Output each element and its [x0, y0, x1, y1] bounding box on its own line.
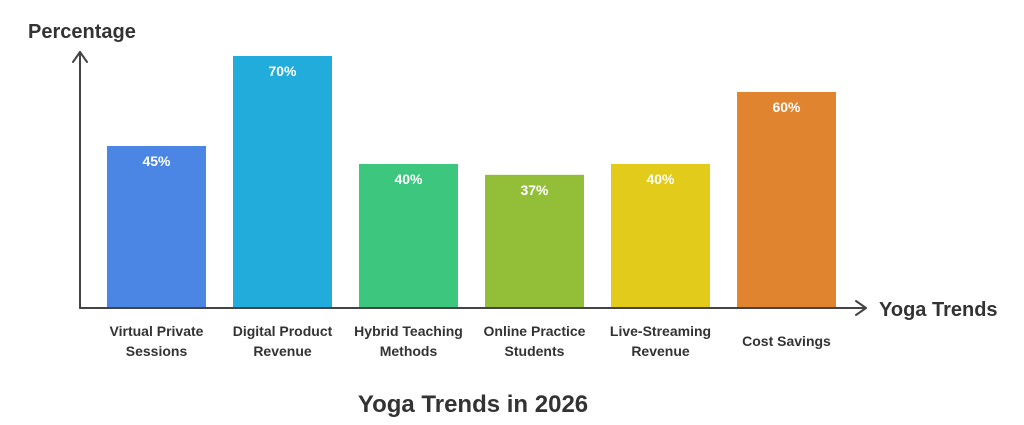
y-axis-title: Percentage [28, 21, 136, 43]
bars-group: 45% 70% 40% 37% 40% 60% [107, 56, 836, 308]
bar-0 [107, 146, 206, 308]
bar-value-label-2: 40% [394, 171, 423, 187]
x-axis-arrow-icon [855, 300, 867, 316]
category-label-0: Virtual Private Sessions [110, 323, 204, 359]
bar-4 [611, 164, 710, 308]
bar-5 [737, 92, 836, 308]
category-label-3: Online Practice Students [484, 323, 586, 359]
bar-2 [359, 164, 458, 308]
y-axis-arrow-icon [72, 51, 88, 63]
x-axis-title: Yoga Trends [879, 299, 998, 321]
bar-value-label-1: 70% [268, 63, 297, 79]
category-labels-group: Virtual Private Sessions Digital Product Re… [110, 323, 832, 359]
chart-title: Yoga Trends in 2026 [358, 391, 588, 418]
category-label-4: Live-Streaming Revenue [610, 323, 711, 359]
bar-value-label-4: 40% [646, 171, 675, 187]
category-label-5: Cost Savings [742, 333, 831, 349]
bar-3 [485, 174, 584, 308]
bar-value-label-0: 45% [142, 153, 171, 169]
category-label-2: Hybrid Teaching Methods [354, 323, 463, 359]
bar-value-label-3: 37% [520, 182, 549, 198]
category-label-1: Digital Product Revenue [233, 323, 333, 359]
bar-1 [233, 56, 332, 308]
bar-value-label-5: 60% [772, 99, 801, 115]
